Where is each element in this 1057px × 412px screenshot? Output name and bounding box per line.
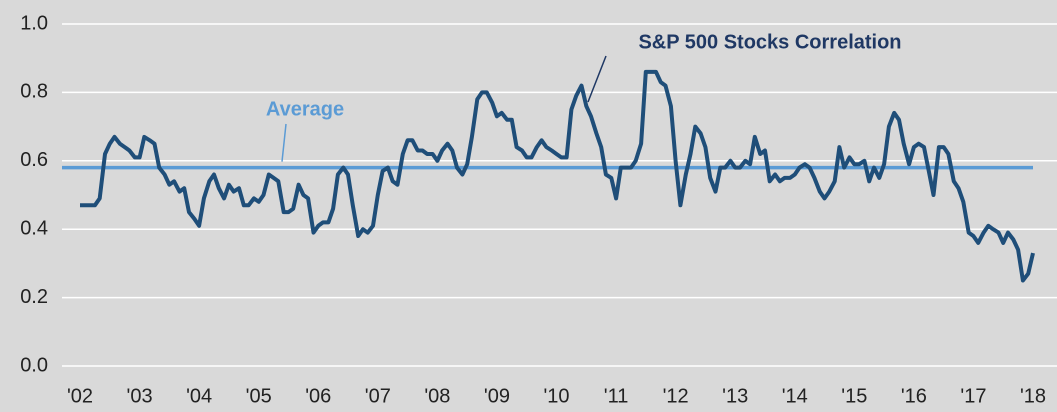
x-tick-label: '05	[246, 385, 272, 407]
x-tick-label: '11	[604, 385, 629, 407]
x-tick-label: '08	[424, 385, 450, 407]
y-tick-label: 0.2	[20, 286, 48, 308]
x-tick-label: '02	[67, 385, 93, 407]
y-tick-label: 0.4	[20, 217, 48, 239]
x-tick-label: '07	[365, 385, 391, 407]
y-tick-label: 1.0	[20, 12, 48, 34]
x-tick-label: '18	[1020, 385, 1046, 407]
x-tick-label: '12	[663, 385, 689, 407]
x-tick-label: '04	[186, 385, 212, 407]
x-tick-label: '03	[127, 385, 153, 407]
average-leader	[281, 123, 287, 162]
average-label: Average	[266, 98, 344, 120]
x-tick-label: '16	[901, 385, 927, 407]
series-line	[80, 69, 1035, 283]
x-tick-label: '15	[841, 385, 867, 407]
series-leader	[587, 55, 607, 103]
x-tick-label: '09	[484, 385, 510, 407]
y-tick-label: 0.6	[20, 149, 48, 171]
x-tick-label: '10	[543, 385, 569, 407]
y-tick-label: 0.0	[20, 354, 48, 376]
x-tick-label: '14	[782, 385, 808, 407]
x-tick-label: '13	[722, 385, 748, 407]
x-tick-label: '06	[305, 385, 331, 407]
series-label: S&P 500 Stocks Correlation	[638, 31, 901, 53]
x-tick-label: '17	[960, 385, 986, 407]
y-tick-label: 0.8	[20, 81, 48, 103]
